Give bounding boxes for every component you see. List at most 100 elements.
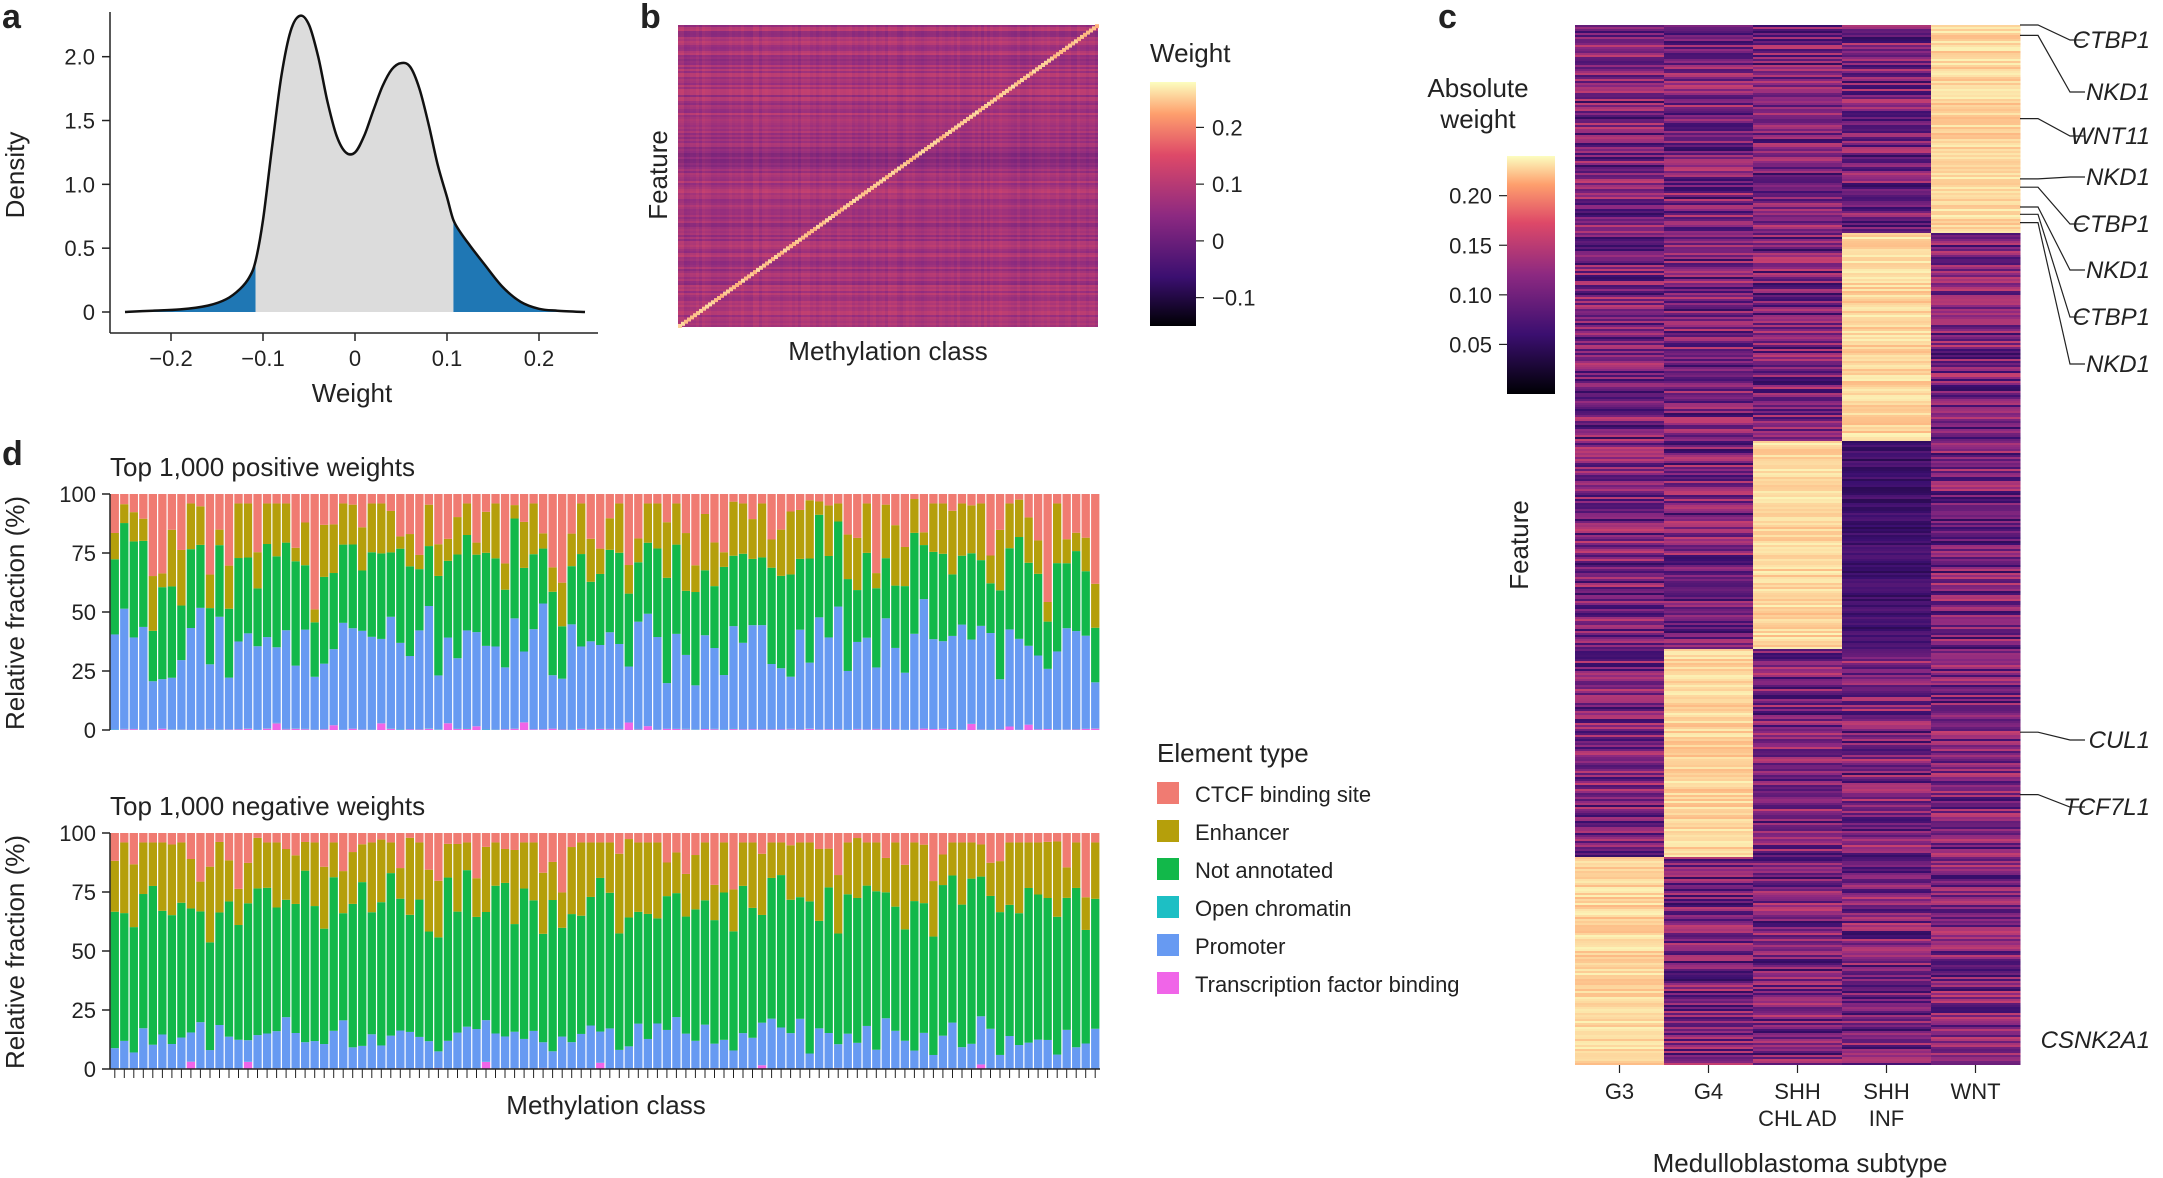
c-cell bbox=[1842, 499, 1932, 501]
c-cell bbox=[1753, 667, 1843, 669]
c-cell bbox=[1664, 951, 1754, 953]
b-row bbox=[678, 115, 1098, 117]
c-cell bbox=[1842, 45, 1932, 47]
c-cell bbox=[1664, 455, 1754, 457]
c-cell bbox=[1931, 467, 2021, 469]
b-diagonal-cell bbox=[840, 207, 844, 212]
c-cell bbox=[1753, 635, 1843, 637]
b-row bbox=[678, 117, 1098, 119]
d-bottom-bar-segment bbox=[824, 848, 833, 888]
c-cell bbox=[1931, 99, 2021, 101]
d-bottom-bar-segment bbox=[310, 1041, 319, 1069]
d-bottom-bar-segment bbox=[110, 911, 119, 1049]
c-cell bbox=[1931, 67, 2021, 69]
c-cell bbox=[1842, 53, 1932, 55]
c-cell bbox=[1575, 947, 1665, 949]
c-cell bbox=[1575, 333, 1665, 335]
c-cell bbox=[1664, 621, 1754, 623]
c-cell bbox=[1664, 725, 1754, 727]
c-cell bbox=[1664, 285, 1754, 287]
c-cell bbox=[1575, 447, 1665, 449]
b-col bbox=[726, 25, 729, 327]
b-col bbox=[996, 25, 999, 327]
c-cell bbox=[1664, 347, 1754, 349]
d-top-bar-segment bbox=[377, 723, 386, 730]
d-top-bar-segment bbox=[538, 603, 548, 730]
c-cell bbox=[1842, 1061, 1932, 1063]
c-cell bbox=[1753, 889, 1843, 891]
d-top-bar-segment bbox=[1053, 651, 1062, 730]
d-bottom-bar-segment bbox=[805, 842, 814, 902]
d-bottom-bar-segment bbox=[596, 842, 605, 878]
c-cell bbox=[1753, 287, 1843, 289]
d-top-bar-segment bbox=[700, 635, 710, 730]
b-row bbox=[678, 257, 1098, 259]
c-cell bbox=[1575, 301, 1665, 303]
c-cell bbox=[1664, 721, 1754, 723]
d-top-bar-segment bbox=[1053, 494, 1062, 504]
c-cell bbox=[1575, 45, 1665, 47]
legend-swatch-promoter bbox=[1157, 934, 1179, 956]
c-cell bbox=[1931, 263, 2021, 265]
d-bottom-bar-segment bbox=[738, 1033, 748, 1069]
c-cell bbox=[1575, 111, 1665, 113]
c-cell bbox=[1575, 177, 1665, 179]
c-cell bbox=[1931, 469, 2021, 471]
c-cell bbox=[1575, 1057, 1665, 1059]
b-row bbox=[678, 285, 1098, 287]
c-cell bbox=[1575, 517, 1665, 519]
c-cell bbox=[1753, 933, 1843, 935]
c-cell bbox=[1664, 959, 1754, 961]
d-bottom-bar-segment bbox=[615, 933, 624, 1050]
c-cell bbox=[1931, 169, 2021, 171]
c-cell bbox=[1842, 917, 1932, 919]
c-cell bbox=[1842, 277, 1932, 279]
c-cell bbox=[1753, 703, 1843, 705]
d-bottom-bar-segment bbox=[700, 900, 710, 1025]
c-cell bbox=[1842, 635, 1932, 637]
c-cell bbox=[1842, 791, 1932, 793]
b-col bbox=[912, 25, 915, 327]
d-bottom-bar-segment bbox=[1081, 1043, 1090, 1069]
c-cell bbox=[1931, 215, 2021, 217]
d-bottom-bar-segment bbox=[1014, 842, 1024, 914]
b-diagonal-cell bbox=[1020, 78, 1024, 83]
b-col bbox=[951, 25, 954, 327]
c-cell bbox=[1931, 353, 2021, 355]
c-cell bbox=[1664, 579, 1754, 581]
d-bottom-bar-segment bbox=[586, 896, 595, 1026]
d-bottom-bar-segment bbox=[443, 877, 453, 1041]
c-cell bbox=[1753, 1055, 1843, 1057]
c-cell bbox=[1931, 425, 2021, 427]
c-cell bbox=[1575, 251, 1665, 253]
c-cell bbox=[1931, 333, 2021, 335]
b-diagonal-cell bbox=[963, 119, 967, 124]
c-cell bbox=[1664, 979, 1754, 981]
c-cell bbox=[1664, 1033, 1754, 1035]
c-cell bbox=[1664, 511, 1754, 513]
d-bottom-bar-segment bbox=[624, 833, 633, 840]
c-cell bbox=[1664, 863, 1754, 865]
c-cell bbox=[1753, 531, 1843, 533]
c-cell bbox=[1931, 147, 2021, 149]
c-cell bbox=[1931, 871, 2021, 873]
c-gene-label: CTBP1 bbox=[2073, 304, 2150, 331]
d-bottom-bar-segment bbox=[919, 833, 929, 845]
d-bottom-bar-segment bbox=[776, 833, 786, 843]
d-bottom-bar-segment bbox=[938, 1035, 948, 1069]
c-cell bbox=[1753, 431, 1843, 433]
c-cell bbox=[1664, 351, 1754, 353]
d-bottom-bar-segment bbox=[234, 925, 243, 1040]
c-cell bbox=[1664, 509, 1754, 511]
d-top-bar-segment bbox=[538, 533, 548, 549]
c-cell bbox=[1753, 301, 1843, 303]
d-bottom-bar-segment bbox=[148, 833, 157, 843]
d-top-bar-segment bbox=[767, 664, 776, 730]
c-cell bbox=[1931, 205, 2021, 207]
c-cell bbox=[1575, 501, 1665, 503]
c-cell bbox=[1842, 1033, 1932, 1035]
c-cell bbox=[1664, 445, 1754, 447]
d-top-bar-segment bbox=[272, 556, 281, 648]
c-cell bbox=[1753, 647, 1843, 649]
c-cell bbox=[1664, 79, 1754, 81]
